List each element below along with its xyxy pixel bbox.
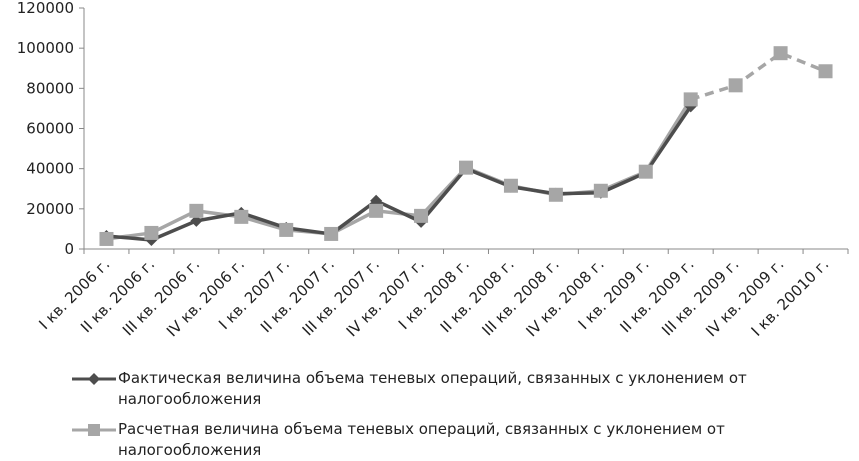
series-1-point [369,203,384,218]
series-markers [99,46,833,246]
series-1-point [593,183,608,198]
series-1-point [99,231,114,246]
series-1-point [818,64,833,79]
y-tick-label: 80000 [26,79,74,97]
x-tick-label: IV кв. 2009 г. [702,255,787,340]
legend-item-estimated: Расчетная величина объема теневых операц… [70,419,850,461]
x-tick-label: I кв. 20010 г. [748,255,833,340]
legend-label-actual: Фактическая величина объема теневых опер… [118,369,747,408]
series-1-point [683,92,698,107]
series-0-point [190,214,203,227]
series-1-point [234,209,249,224]
series-1-point [548,187,563,202]
series-1-point [279,222,294,237]
line-chart: 0 20000 40000 60000 80000 100000 120000 I кв. … [17,0,849,340]
series-0-line [106,105,693,242]
series-1-point [773,46,788,61]
y-tick-label: 120000 [17,0,74,17]
y-tick-label: 0 [64,240,74,258]
series-1-point [414,208,429,223]
series-1-point [324,226,339,241]
legend-item-actual: Фактическая величина объема теневых опер… [70,368,850,410]
series-lines [106,51,827,242]
x-tick-label: IV кв. 2007 г. [343,255,428,340]
legend-swatch-estimated [72,424,116,436]
series-1-point [638,164,653,179]
series-0-point [370,194,383,207]
series-1-point [459,160,473,175]
legend-label-estimated: Расчетная величина объема теневых операц… [118,420,725,459]
series-1-point [503,178,518,193]
series-1-point [189,203,204,218]
y-tick-label: 60000 [26,120,74,138]
series-1-point [144,225,159,240]
series-1-projected-line [690,51,827,102]
y-tick-label: 40000 [26,160,74,178]
y-tick-label: 100000 [17,39,74,57]
series-1-point [728,78,743,93]
legend-swatch-actual [72,373,116,385]
y-tick-label: 20000 [26,200,74,218]
x-axis-tick-labels: I кв. 2006 г.II кв. 2006 г.III кв. 2006 … [35,255,832,340]
y-axis-tick-labels: 0 20000 40000 60000 80000 100000 120000 [17,0,74,258]
x-tick-label: IV кв. 2006 г. [163,255,248,340]
x-tick-label: IV кв. 2008 г. [522,255,607,340]
chart-legend: Фактическая величина объема теневых опер… [70,368,850,461]
chart-axes [79,7,849,254]
